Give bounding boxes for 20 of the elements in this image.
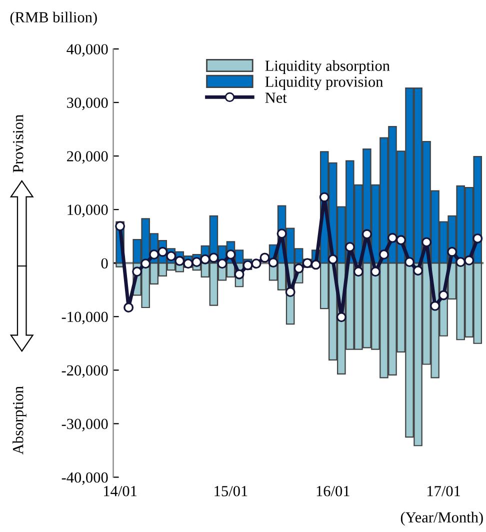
legend-label: Liquidity provision: [265, 76, 384, 90]
x-axis-title: (Year/Month): [400, 512, 483, 526]
x-tick-label: 14/01: [104, 486, 137, 496]
text: Provision: [12, 114, 24, 172]
legend-label: Net: [265, 92, 287, 103]
text: Absorption: [12, 386, 26, 455]
x-tick-label: 16/01: [316, 486, 350, 496]
y-tick-label: -40,000: [62, 472, 108, 485]
y-tick-label: 30,000: [67, 98, 108, 110]
y-tick-label: 40,000: [66, 44, 108, 57]
y-axis-title: (RMB billion): [10, 12, 97, 26]
y-tick-label: -30,000: [62, 418, 108, 432]
y-tick-label: -10,000: [62, 312, 108, 324]
y-tick-label: 20,000: [67, 151, 108, 164]
legend-label: Liquidity absorption: [265, 60, 390, 74]
x-tick-label: 15/01: [214, 486, 248, 496]
x-tick-label: 17/01: [428, 486, 460, 496]
y-tick-label: 10,000: [68, 204, 108, 218]
y-tick-label: 0: [101, 258, 108, 269]
y-tick-label: -20,000: [62, 365, 108, 378]
